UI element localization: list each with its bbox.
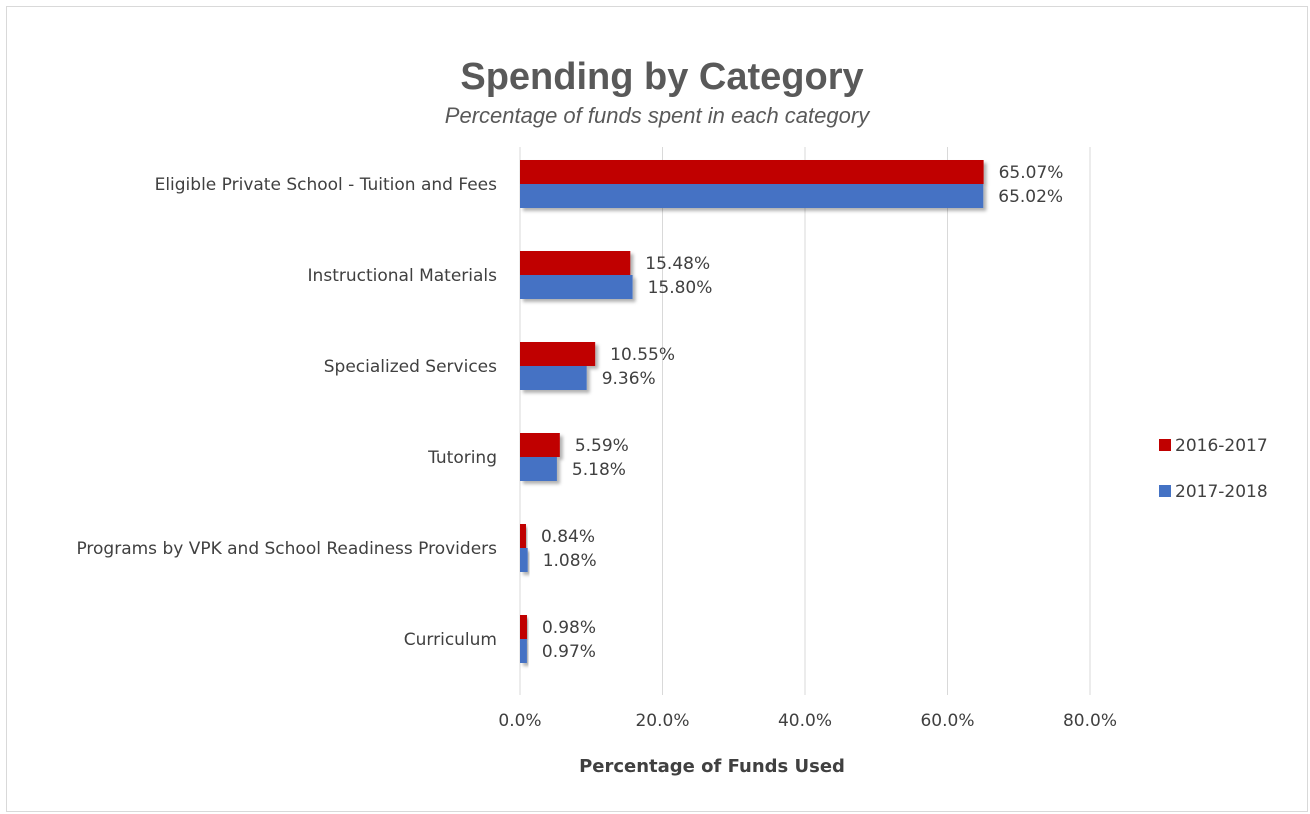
legend-label: 2016-2017 — [1175, 436, 1268, 456]
bar-2017-2018 — [520, 639, 527, 663]
data-label: 1.08% — [543, 551, 597, 571]
x-tick-label: 60.0% — [920, 711, 974, 731]
data-label: 0.97% — [542, 642, 596, 662]
x-tick-label: 80.0% — [1063, 711, 1117, 731]
bar-2016-2017 — [520, 433, 560, 457]
data-label: 65.07% — [999, 163, 1064, 183]
data-label: 9.36% — [602, 369, 656, 389]
bar-2016-2017 — [520, 251, 631, 275]
chart-frame: Spending by Category Percentage of funds… — [6, 6, 1308, 812]
bar-2016-2017 — [520, 524, 526, 548]
bar-2016-2017 — [520, 342, 596, 366]
bar-2017-2018 — [520, 366, 587, 390]
x-axis-title: Percentage of Funds Used — [579, 756, 845, 777]
x-tick-label: 20.0% — [635, 711, 689, 731]
x-tick-label: 40.0% — [778, 711, 832, 731]
data-labels: 65.07% 65.02% 15.48% 15.80% 10.55% 9.36% 5.59%… — [541, 163, 1063, 662]
x-tick-label: 0.0% — [498, 711, 541, 731]
data-label: 0.98% — [542, 618, 596, 638]
bar-2017-2018 — [520, 548, 528, 572]
bar-2017-2018 — [520, 275, 633, 299]
bar-chart: Spending by Category Percentage of funds… — [76, 56, 1268, 777]
category-label: Specialized Services — [324, 357, 497, 377]
data-label: 0.84% — [541, 527, 595, 547]
bar-2017-2018 — [520, 457, 557, 481]
data-label: 15.48% — [645, 254, 710, 274]
category-label: Curriculum — [404, 630, 497, 650]
data-label: 15.80% — [648, 278, 713, 298]
gridlines — [519, 147, 1091, 695]
category-label: Eligible Private School - Tuition and Fe… — [155, 175, 498, 195]
category-label: Tutoring — [427, 448, 497, 468]
category-label: Programs by VPK and School Readiness Pro… — [76, 539, 497, 559]
x-axis-ticks: 0.0% 20.0% 40.0% 60.0% 80.0% — [498, 711, 1117, 731]
chart-subtitle: Percentage of funds spent in each catego… — [445, 103, 871, 128]
legend: 2016-2017 2017-2018 — [1159, 436, 1268, 502]
data-label: 65.02% — [998, 187, 1063, 207]
legend-swatch — [1159, 485, 1171, 497]
chart-title: Spending by Category — [460, 56, 863, 98]
bar-2016-2017 — [520, 160, 984, 184]
bar-2016-2017 — [520, 615, 527, 639]
data-label: 5.18% — [572, 460, 626, 480]
legend-label: 2017-2018 — [1175, 482, 1268, 502]
bar-2017-2018 — [520, 184, 984, 208]
data-label: 5.59% — [575, 436, 629, 456]
category-label: Instructional Materials — [308, 266, 498, 286]
data-label: 10.55% — [610, 345, 675, 365]
legend-swatch — [1159, 439, 1171, 451]
category-labels: Eligible Private School - Tuition and Fe… — [76, 175, 497, 650]
bars — [520, 160, 984, 663]
